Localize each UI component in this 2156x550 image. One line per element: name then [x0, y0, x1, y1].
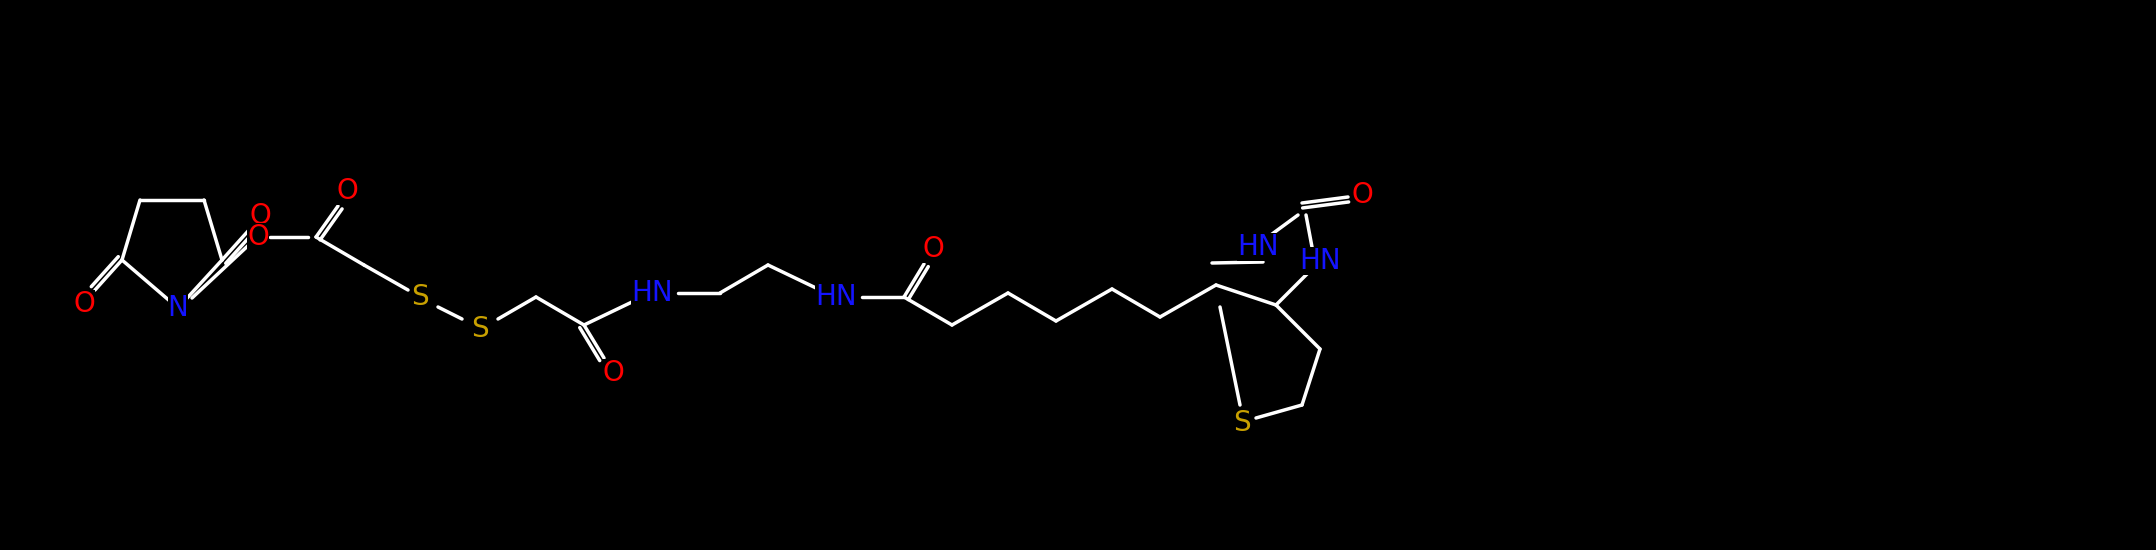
Text: S: S — [412, 283, 429, 311]
Text: O: O — [250, 202, 272, 230]
Text: HN: HN — [815, 283, 856, 311]
Text: O: O — [73, 290, 95, 318]
Text: S: S — [472, 315, 489, 343]
Text: N: N — [168, 294, 188, 322]
Text: O: O — [248, 223, 270, 251]
Text: O: O — [1352, 181, 1373, 209]
Text: O: O — [602, 359, 623, 387]
Text: S: S — [1233, 409, 1250, 437]
Text: O: O — [923, 235, 944, 263]
Text: HN: HN — [632, 279, 673, 307]
Text: O: O — [336, 177, 358, 205]
Text: HN: HN — [1300, 247, 1341, 275]
Text: HN: HN — [1238, 233, 1279, 261]
